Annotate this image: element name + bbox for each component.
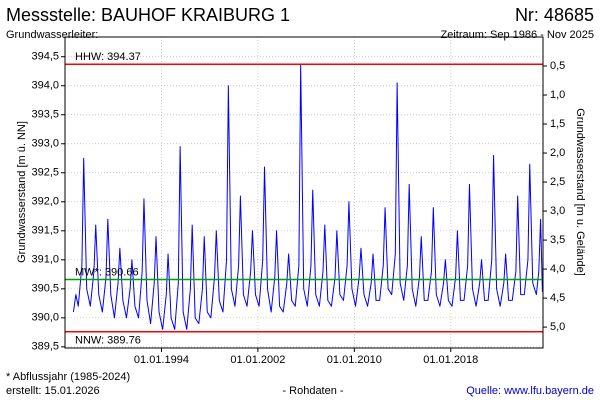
- y-tick-label: 393,5: [31, 109, 59, 121]
- x-tick-label: 01.01.1994: [134, 354, 189, 366]
- x-tick-label: 01.01.2010: [327, 354, 382, 366]
- y-tick-label: 389,5: [31, 341, 59, 353]
- y2-tick-label: 5,0: [550, 321, 565, 333]
- x-tick-label: 01.01.2018: [423, 354, 478, 366]
- reference-label: NNW: 389.76: [75, 335, 141, 347]
- y-tick-label: 390,0: [31, 312, 59, 324]
- footnote: * Abflussjahr (1985-2024): [6, 371, 130, 383]
- y-tick-label: 392,5: [31, 167, 59, 179]
- x-tick-label: 01.01.2002: [230, 354, 285, 366]
- y2-tick-label: 1,5: [550, 118, 565, 130]
- y2-tick-label: 2,0: [550, 147, 565, 159]
- y2-tick-label: 3,5: [550, 234, 565, 246]
- y-tick-label: 392,0: [31, 196, 59, 208]
- plot-frame: [64, 36, 544, 349]
- y2-tick-label: 4,0: [550, 263, 565, 275]
- y-tick-label: 390,5: [31, 283, 59, 295]
- y-axis-title: Grundwasserstand [m ü. NN]: [16, 121, 28, 263]
- y-tick-label: 394,0: [31, 80, 59, 92]
- y2-tick-label: 2,5: [550, 176, 565, 188]
- y-tick-label: 391,5: [31, 225, 59, 237]
- y2-tick-label: 0,5: [550, 60, 565, 72]
- source-link[interactable]: Quelle: www.lfu.bayern.de: [466, 385, 594, 397]
- y-tick-label: 394,5: [31, 51, 59, 63]
- created-date: erstellt: 15.01.2026: [6, 385, 100, 397]
- subtitle: Grundwasserleiter:: [6, 29, 98, 41]
- y2-tick-label: 4,5: [550, 292, 565, 304]
- y-tick-label: 391,0: [31, 254, 59, 266]
- period: Zeitraum: Sep 1986 - Nov 2025: [441, 29, 594, 41]
- y2-tick-label: 1,0: [550, 89, 565, 101]
- station-number: Nr: 48685: [515, 5, 594, 25]
- series-line: [72, 63, 543, 330]
- reference-label: MW*: 390.66: [75, 266, 139, 278]
- y2-tick-label: 3,0: [550, 205, 565, 217]
- y2-axis-title: Grundwasserstand [m u. Gelände]: [574, 108, 586, 276]
- data-note: - Rohdaten -: [282, 385, 343, 397]
- reference-label: HHW: 394.37: [75, 51, 141, 63]
- y-tick-label: 393,0: [31, 138, 59, 150]
- chart-title: Messstelle: BAUHOF KRAIBURG 1: [6, 5, 290, 25]
